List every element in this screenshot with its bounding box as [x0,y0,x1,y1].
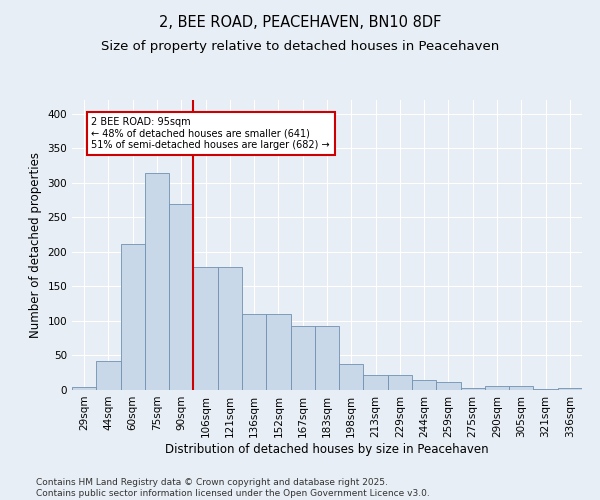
X-axis label: Distribution of detached houses by size in Peacehaven: Distribution of detached houses by size … [165,442,489,456]
Bar [364,375,388,390]
Bar [290,326,315,390]
Bar [388,375,412,390]
Bar [533,388,558,390]
Text: 2 BEE ROAD: 95sqm
← 48% of detached houses are smaller (641)
51% of semi-detache: 2 BEE ROAD: 95sqm ← 48% of detached hous… [91,118,330,150]
Text: Size of property relative to detached houses in Peacehaven: Size of property relative to detached ho… [101,40,499,53]
Bar [315,326,339,390]
Bar [509,386,533,390]
Bar [558,388,582,390]
Text: Contains HM Land Registry data © Crown copyright and database right 2025.
Contai: Contains HM Land Registry data © Crown c… [36,478,430,498]
Bar [193,267,218,390]
Bar [461,388,485,390]
Bar [121,244,145,390]
Bar [339,364,364,390]
Bar [96,361,121,390]
Bar [436,382,461,390]
Bar [266,314,290,390]
Bar [72,386,96,390]
Bar [145,173,169,390]
Bar [485,386,509,390]
Bar [242,314,266,390]
Bar [412,380,436,390]
Bar [169,204,193,390]
Text: 2, BEE ROAD, PEACEHAVEN, BN10 8DF: 2, BEE ROAD, PEACEHAVEN, BN10 8DF [159,15,441,30]
Y-axis label: Number of detached properties: Number of detached properties [29,152,42,338]
Bar [218,267,242,390]
